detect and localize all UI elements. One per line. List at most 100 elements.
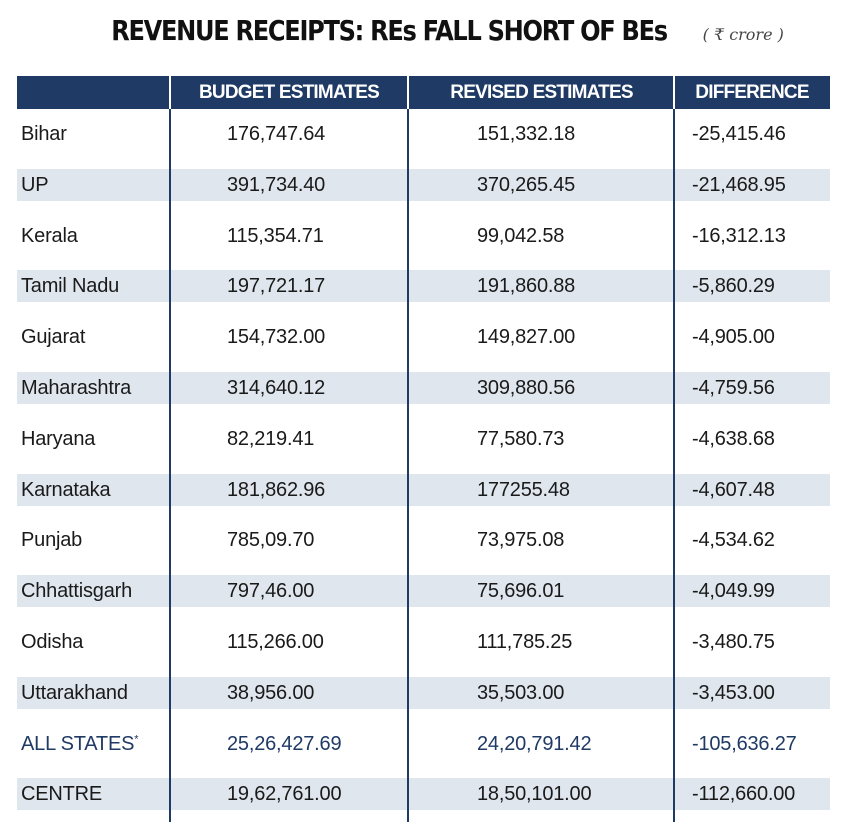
state-name: Odisha — [21, 617, 83, 668]
revised-estimate-value: 149,827.00 — [477, 326, 576, 349]
budget-estimate-value: 19,62,761.00 — [227, 783, 342, 806]
budget-estimate-value: 785,09.70 — [227, 529, 315, 552]
difference-value: -4,905.00 — [692, 326, 775, 349]
state-name: Haryana — [21, 414, 95, 465]
difference-value: -5,860.29 — [692, 275, 775, 298]
row-shade — [17, 473, 830, 506]
state-name: Punjab — [21, 515, 82, 566]
state-name: Karnataka — [21, 465, 111, 516]
state-name-text: UP — [21, 173, 49, 196]
difference-value: -4,049.99 — [692, 580, 775, 603]
table-header: BUDGET ESTIMATES REVISED ESTIMATES DIFFE… — [17, 76, 830, 109]
state-name-text: Haryana — [21, 427, 96, 450]
difference-value: -4,638.68 — [692, 427, 775, 450]
row-shade — [17, 575, 830, 608]
table-row: Haryana 82,219.41 77,580.73 -4,638.68 — [17, 414, 830, 465]
state-name: Bihar — [21, 109, 67, 160]
table-row: UP 391,734.40 370,265.45 -21,468.95 — [17, 160, 830, 211]
budget-estimate-value: 115,266.00 — [227, 631, 324, 653]
table-row: Chhattisgarh 797,46.00 75,696.01 -4,049.99 — [17, 566, 830, 617]
unit-label: ( ₹ crore ) — [702, 25, 784, 44]
state-name-text: Bihar — [21, 123, 67, 145]
header-divider — [673, 76, 675, 109]
table-row: Tamil Nadu 197,721.17 191,860.88 -5,860.29 — [17, 261, 830, 312]
budget-estimate-value: 314,640.12 — [227, 377, 326, 399]
title-block: REVENUE RECEIPTS: REs FALL SHORT OF BEs … — [0, 14, 850, 47]
revised-estimate-value: 99,042.58 — [477, 224, 565, 247]
column-divider — [169, 109, 171, 822]
table-row: Uttarakhand 38,956.00 35,503.00 -3,453.00 — [17, 668, 830, 719]
row-shade — [17, 372, 830, 404]
state-name: Maharashtra — [21, 363, 131, 414]
header-divider — [169, 76, 171, 109]
state-name-text: Maharashtra — [21, 377, 132, 399]
revised-estimate-value: 191,860.88 — [477, 275, 576, 298]
revised-estimate-value: 309,880.56 — [477, 377, 576, 399]
chart-title: REVENUE RECEIPTS: REs FALL SHORT OF BEs — [111, 14, 668, 47]
budget-estimate-value: 176,747.64 — [227, 123, 326, 145]
difference-value: -4,534.62 — [692, 529, 775, 552]
state-name-text: Chhattisgarh — [21, 580, 132, 603]
state-name-text: Odisha — [21, 631, 84, 653]
table-row: Gujarat 154,732.00 149,827.00 -4,905.00 — [17, 312, 830, 363]
state-name-text: Kerala — [21, 224, 78, 247]
budget-estimate-value: 82,219.41 — [227, 427, 315, 450]
header-revised-estimates: REVISED ESTIMATES — [450, 82, 633, 103]
header-difference: DIFFERENCE — [695, 82, 809, 103]
difference-value: -3,453.00 — [692, 681, 775, 704]
row-shade — [17, 270, 830, 303]
header-divider — [407, 76, 409, 109]
budget-estimate-value: 197,721.17 — [227, 275, 326, 298]
footnote-mark: * — [134, 732, 139, 745]
budget-estimate-value: 25,26,427.69 — [227, 732, 342, 755]
table-row: Kerala 115,354.71 99,042.58 -16,312.13 — [17, 211, 830, 262]
state-name: UP — [21, 160, 49, 211]
state-name: ALL STATES* — [21, 719, 139, 770]
revised-estimate-value: 35,503.00 — [477, 681, 565, 704]
revised-estimate-value: 77,580.73 — [477, 427, 565, 450]
difference-value: -25,415.46 — [692, 123, 786, 145]
state-name-text: Uttarakhand — [21, 681, 128, 704]
difference-value: -21,468.95 — [692, 173, 786, 196]
revised-estimate-value: 73,975.08 — [477, 529, 565, 552]
table-row: Karnataka 181,862.96 177255.48 -4,607.48 — [17, 465, 830, 516]
budget-estimate-value: 115,354.71 — [227, 224, 324, 247]
budget-estimate-value: 391,734.40 — [227, 173, 326, 196]
state-name-text: Tamil Nadu — [21, 275, 120, 298]
revised-estimate-value: 177255.48 — [477, 478, 570, 501]
difference-value: -4,759.56 — [692, 377, 775, 399]
column-divider — [673, 109, 675, 822]
state-name: Uttarakhand — [21, 668, 128, 719]
revised-estimate-value: 24,20,791.42 — [477, 732, 592, 755]
revised-estimate-value: 18,50,101.00 — [477, 783, 592, 806]
state-name: Chhattisgarh — [21, 566, 132, 617]
revised-estimate-value: 151,332.18 — [477, 123, 576, 145]
table-row: ALL STATES* 25,26,427.69 24,20,791.42 -105,… — [17, 719, 830, 770]
table-row: Punjab 785,09.70 73,975.08 -4,534.62 — [17, 515, 830, 566]
column-divider — [407, 109, 409, 822]
budget-estimate-value: 797,46.00 — [227, 580, 315, 603]
budget-estimate-value: 154,732.00 — [227, 326, 326, 349]
difference-value: -3,480.75 — [692, 631, 775, 653]
state-name-text: ALL STATES — [21, 732, 135, 755]
state-name-text: Gujarat — [21, 326, 86, 349]
state-name: Tamil Nadu — [21, 261, 119, 312]
header-budget-estimates: BUDGET ESTIMATES — [198, 82, 380, 103]
data-table: BUDGET ESTIMATES REVISED ESTIMATES DIFFE… — [17, 76, 830, 822]
revised-estimate-value: 75,696.01 — [477, 580, 565, 603]
budget-estimate-value: 38,956.00 — [227, 681, 315, 704]
difference-value: -4,607.48 — [692, 478, 775, 501]
state-name-text: CENTRE — [21, 783, 103, 806]
state-name-text: Karnataka — [21, 478, 111, 501]
difference-value: -105,636.27 — [692, 732, 797, 755]
table-row: CENTRE 19,62,761.00 18,50,101.00 -112,660.0… — [17, 769, 830, 820]
table-row: Bihar 176,747.64 151,332.18 -25,415.46 — [17, 109, 830, 160]
difference-value: -112,660.00 — [692, 783, 796, 806]
state-name: Gujarat — [21, 312, 85, 363]
table-row: Odisha 115,266.00 111,785.25 -3,480.75 — [17, 617, 830, 668]
row-shade — [17, 778, 830, 811]
table-row: Maharashtra 314,640.12 309,880.56 -4,759.56 — [17, 363, 830, 414]
revised-estimate-value: 111,785.25 — [477, 631, 573, 653]
row-shade — [17, 676, 830, 709]
state-name: Kerala — [21, 211, 78, 262]
